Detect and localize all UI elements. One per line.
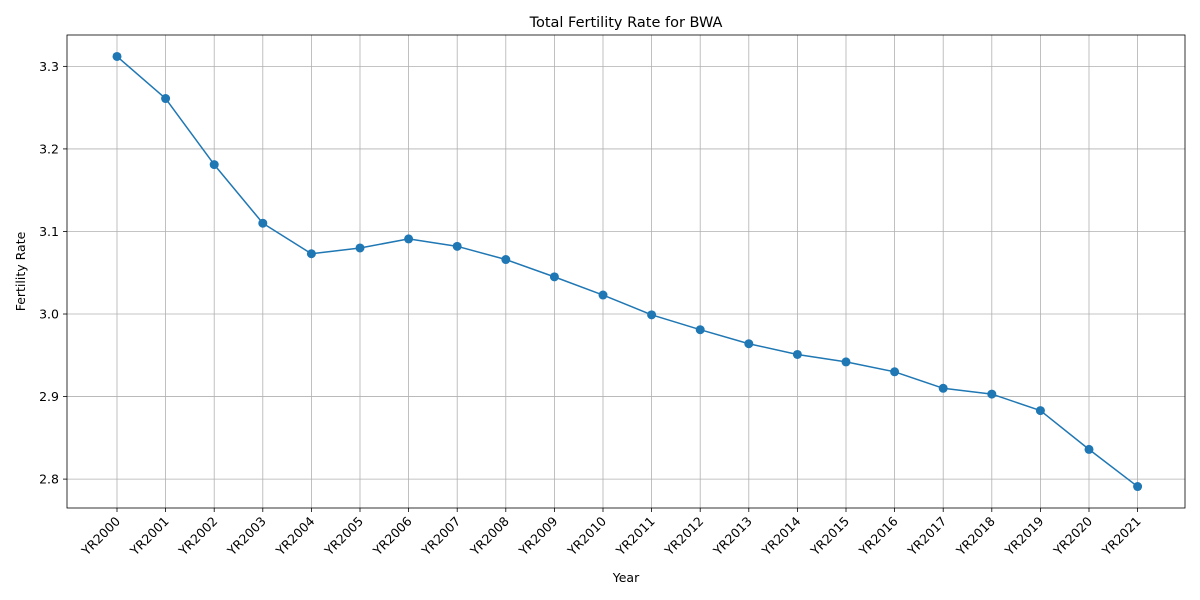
data-point bbox=[744, 339, 754, 349]
x-axis: YR2000 YR2001 YR2002 YR2003 YR2004 YR2005 YR20… bbox=[78, 508, 1144, 559]
chart-title: Total Fertility Rate for BWA bbox=[529, 15, 723, 31]
data-point bbox=[161, 94, 171, 104]
x-tick-label: YR2011 bbox=[612, 514, 657, 559]
x-tick-label: YR2020 bbox=[1050, 513, 1095, 558]
data-point bbox=[306, 249, 316, 259]
x-tick-label: YR2002 bbox=[175, 514, 220, 559]
x-axis-label: Year bbox=[612, 570, 640, 585]
x-tick-label: YR2005 bbox=[321, 514, 366, 559]
data-point bbox=[792, 349, 802, 359]
data-point bbox=[1133, 482, 1143, 492]
data-point bbox=[890, 367, 900, 377]
data-point bbox=[1084, 444, 1094, 454]
data-point bbox=[841, 357, 851, 367]
data-point bbox=[501, 255, 511, 265]
data-point bbox=[452, 241, 462, 251]
x-tick-label: YR2014 bbox=[758, 513, 803, 558]
y-axis-label: Fertility Rate bbox=[13, 231, 28, 311]
data-point bbox=[647, 310, 657, 320]
y-tick-label: 2.8 bbox=[39, 472, 59, 487]
x-tick-label: YR2015 bbox=[807, 514, 852, 559]
y-axis: 2.8 2.9 3.0 3.1 3.2 3.3 bbox=[39, 59, 67, 487]
data-point bbox=[695, 325, 705, 335]
series-line bbox=[116, 55, 1139, 488]
y-tick-label: 3.1 bbox=[39, 224, 59, 239]
data-point bbox=[404, 234, 414, 244]
x-tick-label: YR2010 bbox=[564, 513, 609, 558]
x-tick-label: YR2007 bbox=[418, 514, 463, 559]
grid-lines bbox=[67, 35, 1185, 508]
x-tick-label: YR2013 bbox=[710, 514, 755, 559]
x-tick-label: YR2008 bbox=[467, 513, 512, 558]
x-tick-label: YR2021 bbox=[1098, 514, 1143, 559]
data-point bbox=[209, 160, 219, 170]
x-tick-label: YR2004 bbox=[272, 513, 317, 558]
data-point bbox=[112, 51, 122, 61]
x-tick-label: YR2017 bbox=[904, 514, 949, 559]
x-tick-label: YR2006 bbox=[369, 513, 414, 558]
data-point bbox=[1035, 406, 1045, 416]
plot-frame bbox=[66, 34, 1186, 509]
y-tick-label: 3.2 bbox=[39, 141, 59, 156]
data-point bbox=[987, 389, 997, 399]
data-point bbox=[549, 272, 559, 282]
data-point bbox=[938, 383, 948, 393]
data-point bbox=[258, 218, 268, 228]
x-tick-label: YR2012 bbox=[661, 514, 706, 559]
x-tick-label: YR2001 bbox=[126, 514, 171, 559]
data-point bbox=[355, 243, 365, 253]
y-tick-label: 3.0 bbox=[39, 307, 59, 322]
x-tick-label: YR2016 bbox=[855, 513, 900, 558]
data-point bbox=[598, 290, 608, 300]
y-tick-label: 2.9 bbox=[39, 389, 59, 404]
x-tick-label: YR2009 bbox=[515, 513, 560, 558]
y-tick-label: 3.3 bbox=[39, 59, 59, 74]
x-tick-label: YR2018 bbox=[953, 513, 998, 558]
x-tick-label: YR2000 bbox=[78, 513, 123, 558]
x-tick-label: YR2019 bbox=[1001, 513, 1046, 558]
x-tick-label: YR2003 bbox=[224, 514, 269, 559]
series-layer bbox=[112, 51, 1143, 492]
